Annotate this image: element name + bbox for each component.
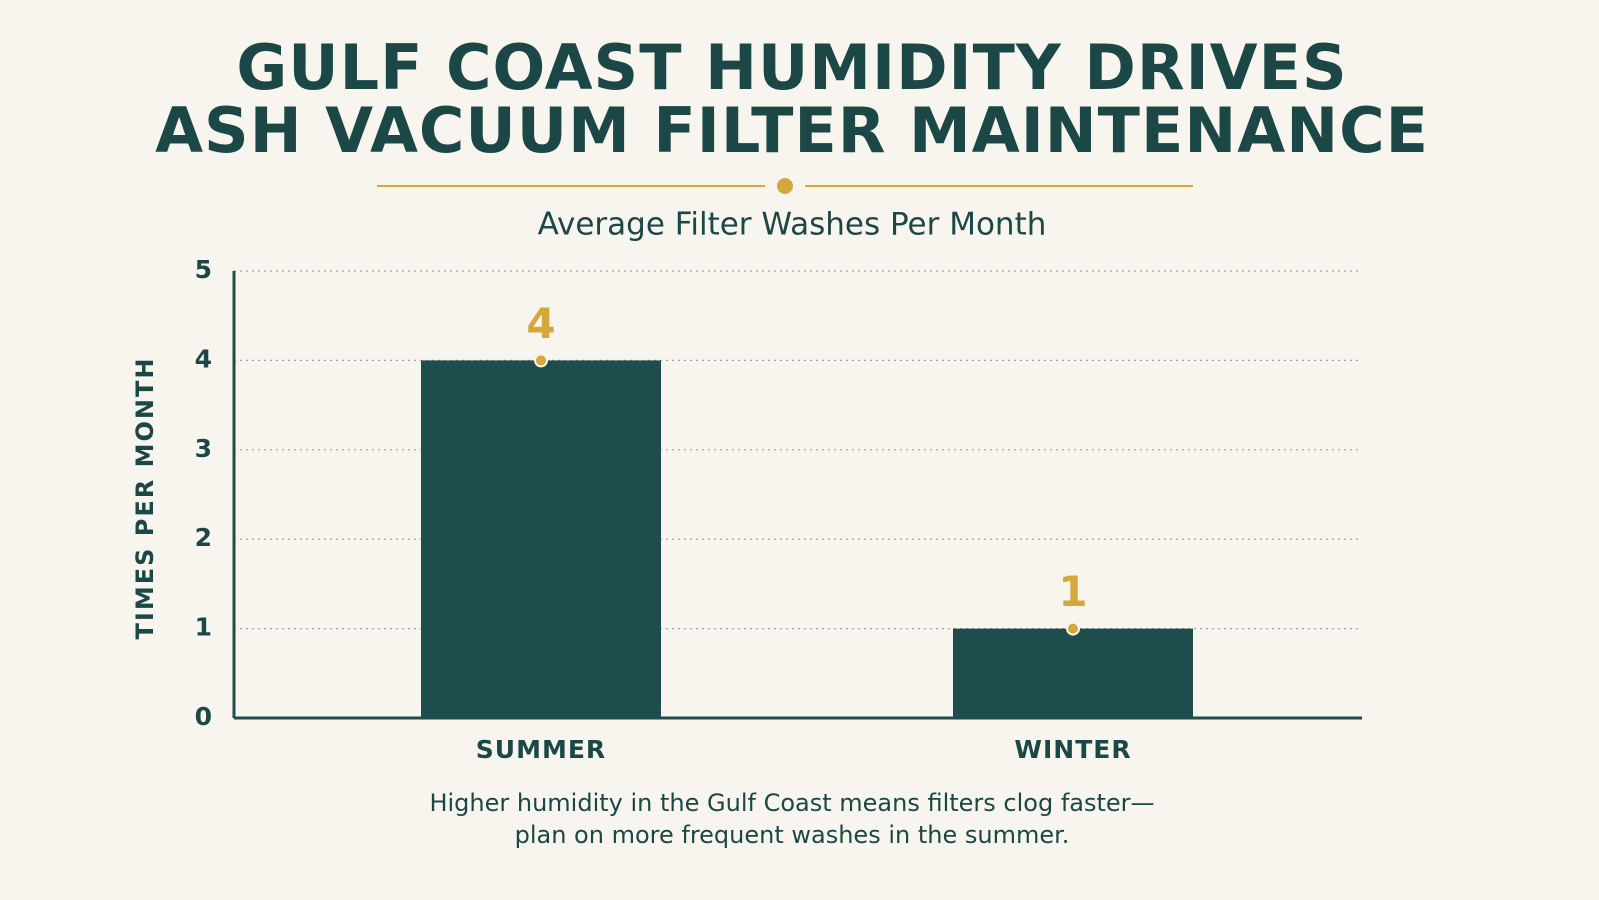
divider-dot <box>777 178 793 194</box>
bar <box>421 360 661 718</box>
y-tick-label: 5 <box>195 255 212 284</box>
x-tick-label: WINTER <box>1014 735 1131 764</box>
chart-title: ASH VACUUM FILTER MAINTENANCE <box>155 94 1429 167</box>
value-label: 4 <box>526 299 555 348</box>
y-tick-label: 4 <box>195 344 212 373</box>
annotation: Higher humidity in the Gulf Coast means … <box>429 789 1154 817</box>
annotation: plan on more frequent washes in the summ… <box>515 821 1070 849</box>
y-tick-label: 1 <box>195 613 212 642</box>
x-tick-label: SUMMER <box>476 735 606 764</box>
chart-subtitle: Average Filter Washes Per Month <box>538 207 1047 243</box>
value-dot <box>534 353 548 368</box>
y-tick-label: 0 <box>195 702 212 731</box>
bar <box>953 628 1193 718</box>
value-dot <box>1066 621 1080 636</box>
chart-title: GULF COAST HUMIDITY DRIVES <box>236 31 1347 104</box>
value-label: 1 <box>1058 567 1087 616</box>
y-tick-label: 3 <box>195 434 212 463</box>
y-tick-label: 2 <box>195 523 212 552</box>
y-axis-label: TIMES PER MONTH <box>131 357 159 640</box>
